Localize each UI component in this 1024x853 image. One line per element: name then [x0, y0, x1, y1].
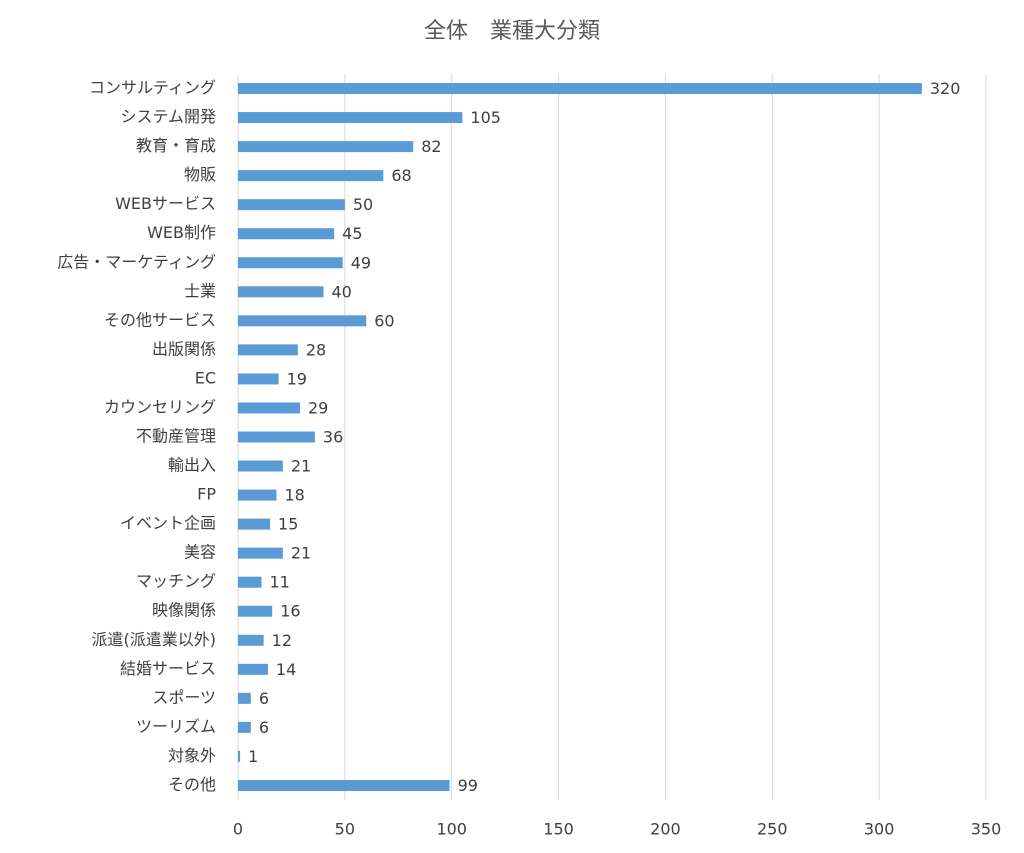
chart-title: 全体 業種大分類	[424, 19, 600, 44]
data-label: 320	[930, 79, 961, 98]
x-tick-label: 0	[233, 820, 243, 839]
y-tick-label: FP	[197, 485, 216, 504]
y-tick-label: WEB制作	[147, 223, 216, 242]
x-tick-label: 150	[543, 820, 574, 839]
x-tick-label: 100	[436, 820, 467, 839]
bar	[238, 431, 315, 443]
y-tick-label: 広告・マーケティング	[57, 252, 216, 271]
y-tick-label: イベント企画	[120, 514, 216, 533]
data-label: 40	[331, 282, 351, 301]
y-tick-label: 派遣(派遣業以外)	[92, 630, 217, 649]
bar	[238, 692, 251, 704]
bar	[238, 83, 922, 95]
x-tick-label: 300	[864, 820, 895, 839]
y-tick-label: EC	[195, 368, 216, 387]
bar	[238, 547, 283, 559]
y-tick-label: 不動産管理	[136, 427, 216, 446]
data-label: 49	[351, 253, 371, 272]
bar	[238, 634, 264, 646]
y-tick-label: 物販	[184, 165, 216, 184]
bar	[238, 460, 283, 472]
y-tick-label: 出版関係	[152, 339, 216, 358]
y-tick-label: システム開発	[120, 107, 216, 126]
bar	[238, 257, 343, 269]
y-tick-label: 結婚サービス	[120, 659, 216, 678]
y-tick-label: カウンセリング	[104, 397, 216, 416]
bar	[238, 518, 271, 530]
y-tick-label: その他サービス	[104, 310, 216, 329]
x-tick-label: 200	[650, 820, 681, 839]
x-tick-label: 50	[335, 820, 355, 839]
y-tick-label: 士業	[184, 281, 216, 300]
data-label: 82	[421, 137, 441, 156]
data-label: 16	[280, 602, 300, 621]
bar	[238, 750, 241, 762]
y-tick-label: その他	[168, 775, 216, 794]
bar	[238, 141, 414, 153]
x-tick-label: 250	[757, 820, 788, 839]
data-label: 50	[353, 195, 373, 214]
data-label: 60	[374, 311, 394, 330]
y-tick-label: 輸出入	[168, 456, 216, 475]
data-label: 6	[259, 689, 269, 708]
y-tick-label: ツーリズム	[136, 717, 216, 736]
data-label: 18	[284, 486, 304, 505]
bar	[238, 663, 268, 675]
y-tick-label: WEBサービス	[115, 194, 216, 213]
y-tick-label: 美容	[184, 543, 216, 562]
bar	[238, 402, 300, 414]
data-label: 12	[272, 631, 292, 650]
data-label: 29	[308, 398, 328, 417]
data-label: 36	[323, 428, 343, 447]
data-label: 11	[270, 573, 290, 592]
bar	[238, 344, 298, 356]
bar	[238, 605, 273, 617]
bar	[238, 170, 384, 182]
data-label: 68	[391, 166, 411, 185]
bar	[238, 228, 335, 240]
bar	[238, 489, 277, 501]
bar	[238, 721, 251, 733]
data-label: 105	[470, 108, 501, 127]
bar	[238, 779, 450, 791]
bar	[238, 199, 345, 211]
data-label: 28	[306, 340, 326, 359]
x-tick-label: 350	[971, 820, 1002, 839]
y-tick-label: スポーツ	[152, 688, 216, 707]
bar	[238, 315, 367, 327]
data-label: 19	[287, 369, 307, 388]
y-tick-label: コンサルティング	[89, 78, 216, 97]
data-label: 21	[291, 544, 311, 563]
data-label: 14	[276, 660, 296, 679]
data-label: 6	[259, 718, 269, 737]
bar	[238, 112, 463, 124]
bar	[238, 576, 262, 588]
y-tick-label: 映像関係	[152, 601, 216, 620]
y-tick-label: 教育・育成	[136, 136, 216, 155]
data-label: 99	[458, 776, 478, 795]
bar	[238, 286, 324, 298]
bar	[238, 373, 279, 385]
y-tick-label: 対象外	[168, 746, 216, 765]
data-label: 21	[291, 457, 311, 476]
y-tick-label: マッチング	[136, 572, 216, 591]
data-label: 15	[278, 515, 298, 534]
data-label: 45	[342, 224, 362, 243]
data-label: 1	[248, 747, 258, 766]
